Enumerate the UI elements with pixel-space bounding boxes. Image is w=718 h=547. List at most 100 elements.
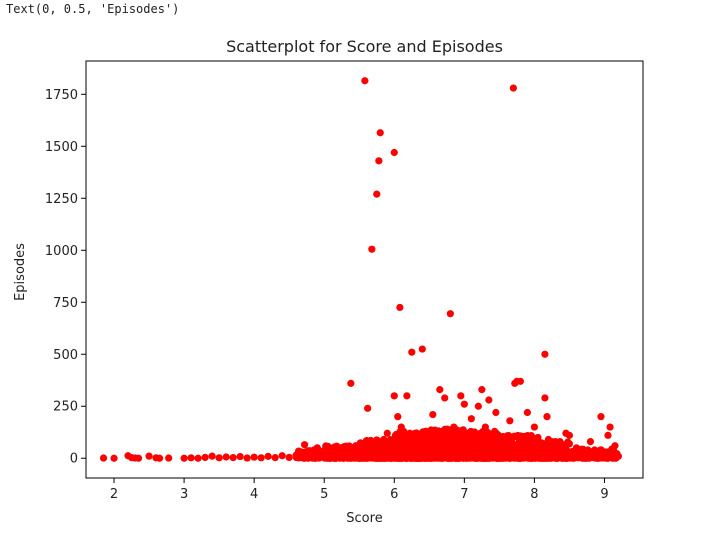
data-point (187, 454, 195, 462)
data-point (375, 157, 383, 165)
data-point (586, 438, 595, 446)
data-point (509, 84, 517, 92)
data-point (347, 379, 355, 387)
data-point (604, 431, 612, 439)
data-point (474, 402, 482, 410)
data-point (99, 454, 108, 462)
data-point (285, 453, 293, 462)
y-tick-label: 750 (53, 296, 78, 311)
data-point (397, 423, 405, 431)
data-point (579, 448, 588, 456)
data-point (403, 454, 411, 462)
data-point (587, 449, 595, 457)
data-point (334, 446, 342, 454)
cell-output-text: Text(0, 0.5, 'Episodes') (6, 2, 180, 16)
data-point (492, 429, 500, 437)
data-point (376, 129, 384, 137)
x-tick-label: 2 (110, 487, 118, 502)
y-tick-label: 1750 (45, 88, 78, 103)
data-point (441, 426, 449, 435)
data-point (364, 404, 372, 412)
data-point (434, 427, 442, 435)
data-point (390, 392, 398, 400)
data-point (134, 454, 143, 462)
data-point (400, 430, 408, 438)
y-tick-label: 250 (53, 400, 78, 415)
data-point (464, 429, 472, 437)
data-point (468, 453, 476, 461)
data-point (155, 454, 164, 462)
data-point (229, 454, 237, 462)
data-point (565, 431, 574, 439)
data-point (362, 437, 371, 445)
x-tick-label: 5 (320, 487, 328, 502)
data-point (406, 433, 414, 442)
data-point (299, 453, 307, 461)
chart-title: Scatterplot for Score and Episodes (226, 37, 503, 56)
data-point (597, 413, 605, 421)
data-point (396, 303, 404, 312)
data-point (301, 441, 309, 449)
data-point (355, 448, 363, 456)
data-point (600, 448, 609, 456)
data-point (492, 408, 500, 417)
data-point (378, 454, 387, 462)
data-point (380, 435, 388, 444)
data-point (499, 433, 507, 442)
data-point (506, 417, 514, 425)
data-point (369, 439, 378, 447)
data-point (606, 423, 614, 431)
data-point (530, 423, 539, 431)
data-point (523, 408, 532, 417)
y-tick-label: 500 (53, 348, 78, 363)
data-point (543, 413, 551, 421)
data-point (460, 400, 468, 408)
data-point (602, 454, 610, 462)
data-point (352, 442, 360, 450)
data-point (498, 442, 506, 450)
data-point (572, 444, 581, 452)
data-point (422, 427, 430, 435)
data-point (194, 454, 202, 462)
data-point (516, 377, 524, 385)
data-point (320, 452, 328, 460)
data-point (411, 433, 419, 442)
data-point (474, 452, 482, 461)
data-point (418, 345, 426, 353)
data-point (313, 444, 321, 452)
data-point (201, 453, 209, 462)
data-point (362, 452, 370, 460)
data-point (485, 396, 493, 404)
data-point (215, 454, 223, 462)
data-point (429, 410, 437, 419)
data-point (560, 448, 568, 456)
data-point (373, 190, 381, 198)
x-tick-label: 7 (460, 487, 468, 502)
data-point (449, 454, 457, 462)
y-tick-label: 1500 (45, 140, 78, 155)
data-point (517, 452, 525, 460)
data-point (567, 454, 575, 462)
data-point (488, 442, 496, 450)
data-point (481, 423, 489, 431)
data-point (537, 443, 546, 452)
data-point (564, 438, 572, 446)
data-point (165, 454, 173, 462)
x-tick-label: 6 (390, 487, 398, 502)
data-point (410, 443, 418, 451)
data-point (467, 415, 475, 423)
data-point (504, 431, 513, 440)
data-point (327, 449, 335, 457)
data-point (507, 443, 516, 452)
data-point (341, 444, 349, 452)
x-tick-label: 8 (530, 487, 538, 502)
data-point (551, 438, 560, 446)
data-point (306, 450, 314, 458)
data-point (544, 435, 553, 444)
data-point (438, 453, 447, 462)
y-tick-label: 0 (70, 452, 78, 467)
data-point (504, 452, 512, 460)
data-point (236, 452, 244, 461)
data-point (408, 348, 416, 356)
